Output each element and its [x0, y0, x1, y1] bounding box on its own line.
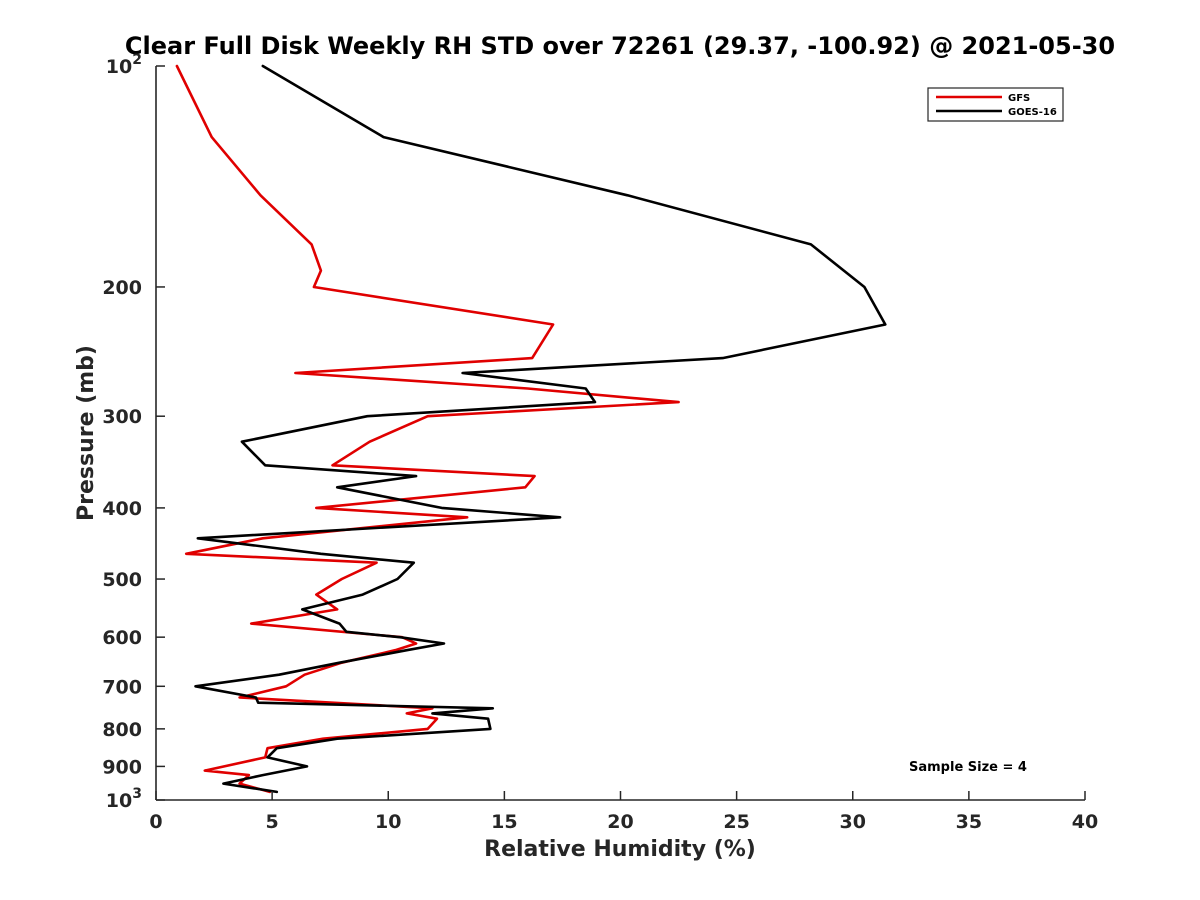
y-tick-label: 700 [102, 676, 142, 698]
legend-label-gfs: GFS [1008, 93, 1030, 104]
y-tick-label: 500 [102, 569, 142, 591]
legend: GFS GOES-16 [927, 87, 1064, 122]
y-tick-label: 900 [102, 756, 142, 778]
axes-box [156, 66, 1085, 800]
x-tick-label: 35 [956, 811, 982, 833]
x-tick-label: 5 [266, 811, 279, 833]
legend-label-goes16: GOES-16 [1008, 107, 1057, 118]
chart-title: Clear Full Disk Weekly RH STD over 72261… [125, 32, 1115, 60]
x-tick-label: 40 [1072, 811, 1098, 833]
y-tick-label: 103 [106, 786, 142, 812]
sample-size-annotation: Sample Size = 4 [909, 760, 1027, 775]
series-line-goes16 [194, 64, 887, 794]
x-ticks: 0 5 10 15 20 25 30 35 40 [149, 791, 1098, 833]
x-tick-label: 25 [723, 811, 749, 833]
y-tick-label: 102 [106, 52, 142, 78]
series-line-gfs [175, 64, 680, 794]
y-tick-label: 300 [102, 406, 142, 428]
series-layer [175, 64, 887, 794]
y-tick-label: 800 [102, 719, 142, 741]
y-tick-label: 200 [102, 277, 142, 299]
x-tick-label: 15 [491, 811, 517, 833]
plot-area [155, 64, 1085, 801]
x-tick-label: 0 [149, 811, 162, 833]
x-tick-label: 30 [840, 811, 866, 833]
y-tick-label: 400 [102, 498, 142, 520]
y-tick-label: 600 [102, 627, 142, 649]
y-ticks: 102 200 300 400 500 600 700 800 900 103 [102, 52, 165, 812]
y-axis-label: Pressure (mb) [74, 345, 99, 521]
x-tick-label: 20 [607, 811, 633, 833]
legend-box [927, 87, 1064, 122]
x-tick-label: 10 [375, 811, 401, 833]
x-axis-label: Relative Humidity (%) [484, 837, 756, 862]
